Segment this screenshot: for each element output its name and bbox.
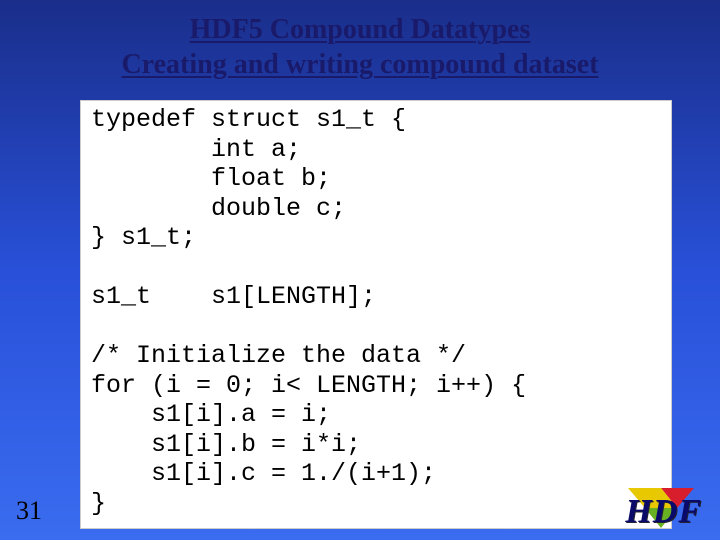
title-line-2: Creating and writing compound dataset bbox=[0, 47, 720, 82]
slide-number: 31 bbox=[16, 496, 42, 526]
slide-title-area: HDF5 Compound Datatypes Creating and wri… bbox=[0, 0, 720, 100]
code-block: typedef struct s1_t { int a; float b; do… bbox=[80, 100, 672, 529]
hdf-logo-text: HDF bbox=[625, 493, 702, 531]
title-line-1: HDF5 Compound Datatypes bbox=[0, 12, 720, 47]
